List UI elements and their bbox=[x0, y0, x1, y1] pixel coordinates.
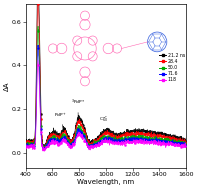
Text: PdP$^+$: PdP$^+$ bbox=[54, 111, 67, 132]
Text: C$_{60}^{-•}$: C$_{60}^{-•}$ bbox=[99, 115, 108, 131]
Y-axis label: ΔA: ΔA bbox=[4, 81, 10, 91]
Legend: 21.2 ns, 28.4, 50.0, 71.6, 118: 21.2 ns, 28.4, 50.0, 71.6, 118 bbox=[159, 52, 185, 83]
X-axis label: Wavelength, nm: Wavelength, nm bbox=[77, 179, 134, 185]
Text: $^3$PdP*: $^3$PdP* bbox=[71, 98, 85, 120]
